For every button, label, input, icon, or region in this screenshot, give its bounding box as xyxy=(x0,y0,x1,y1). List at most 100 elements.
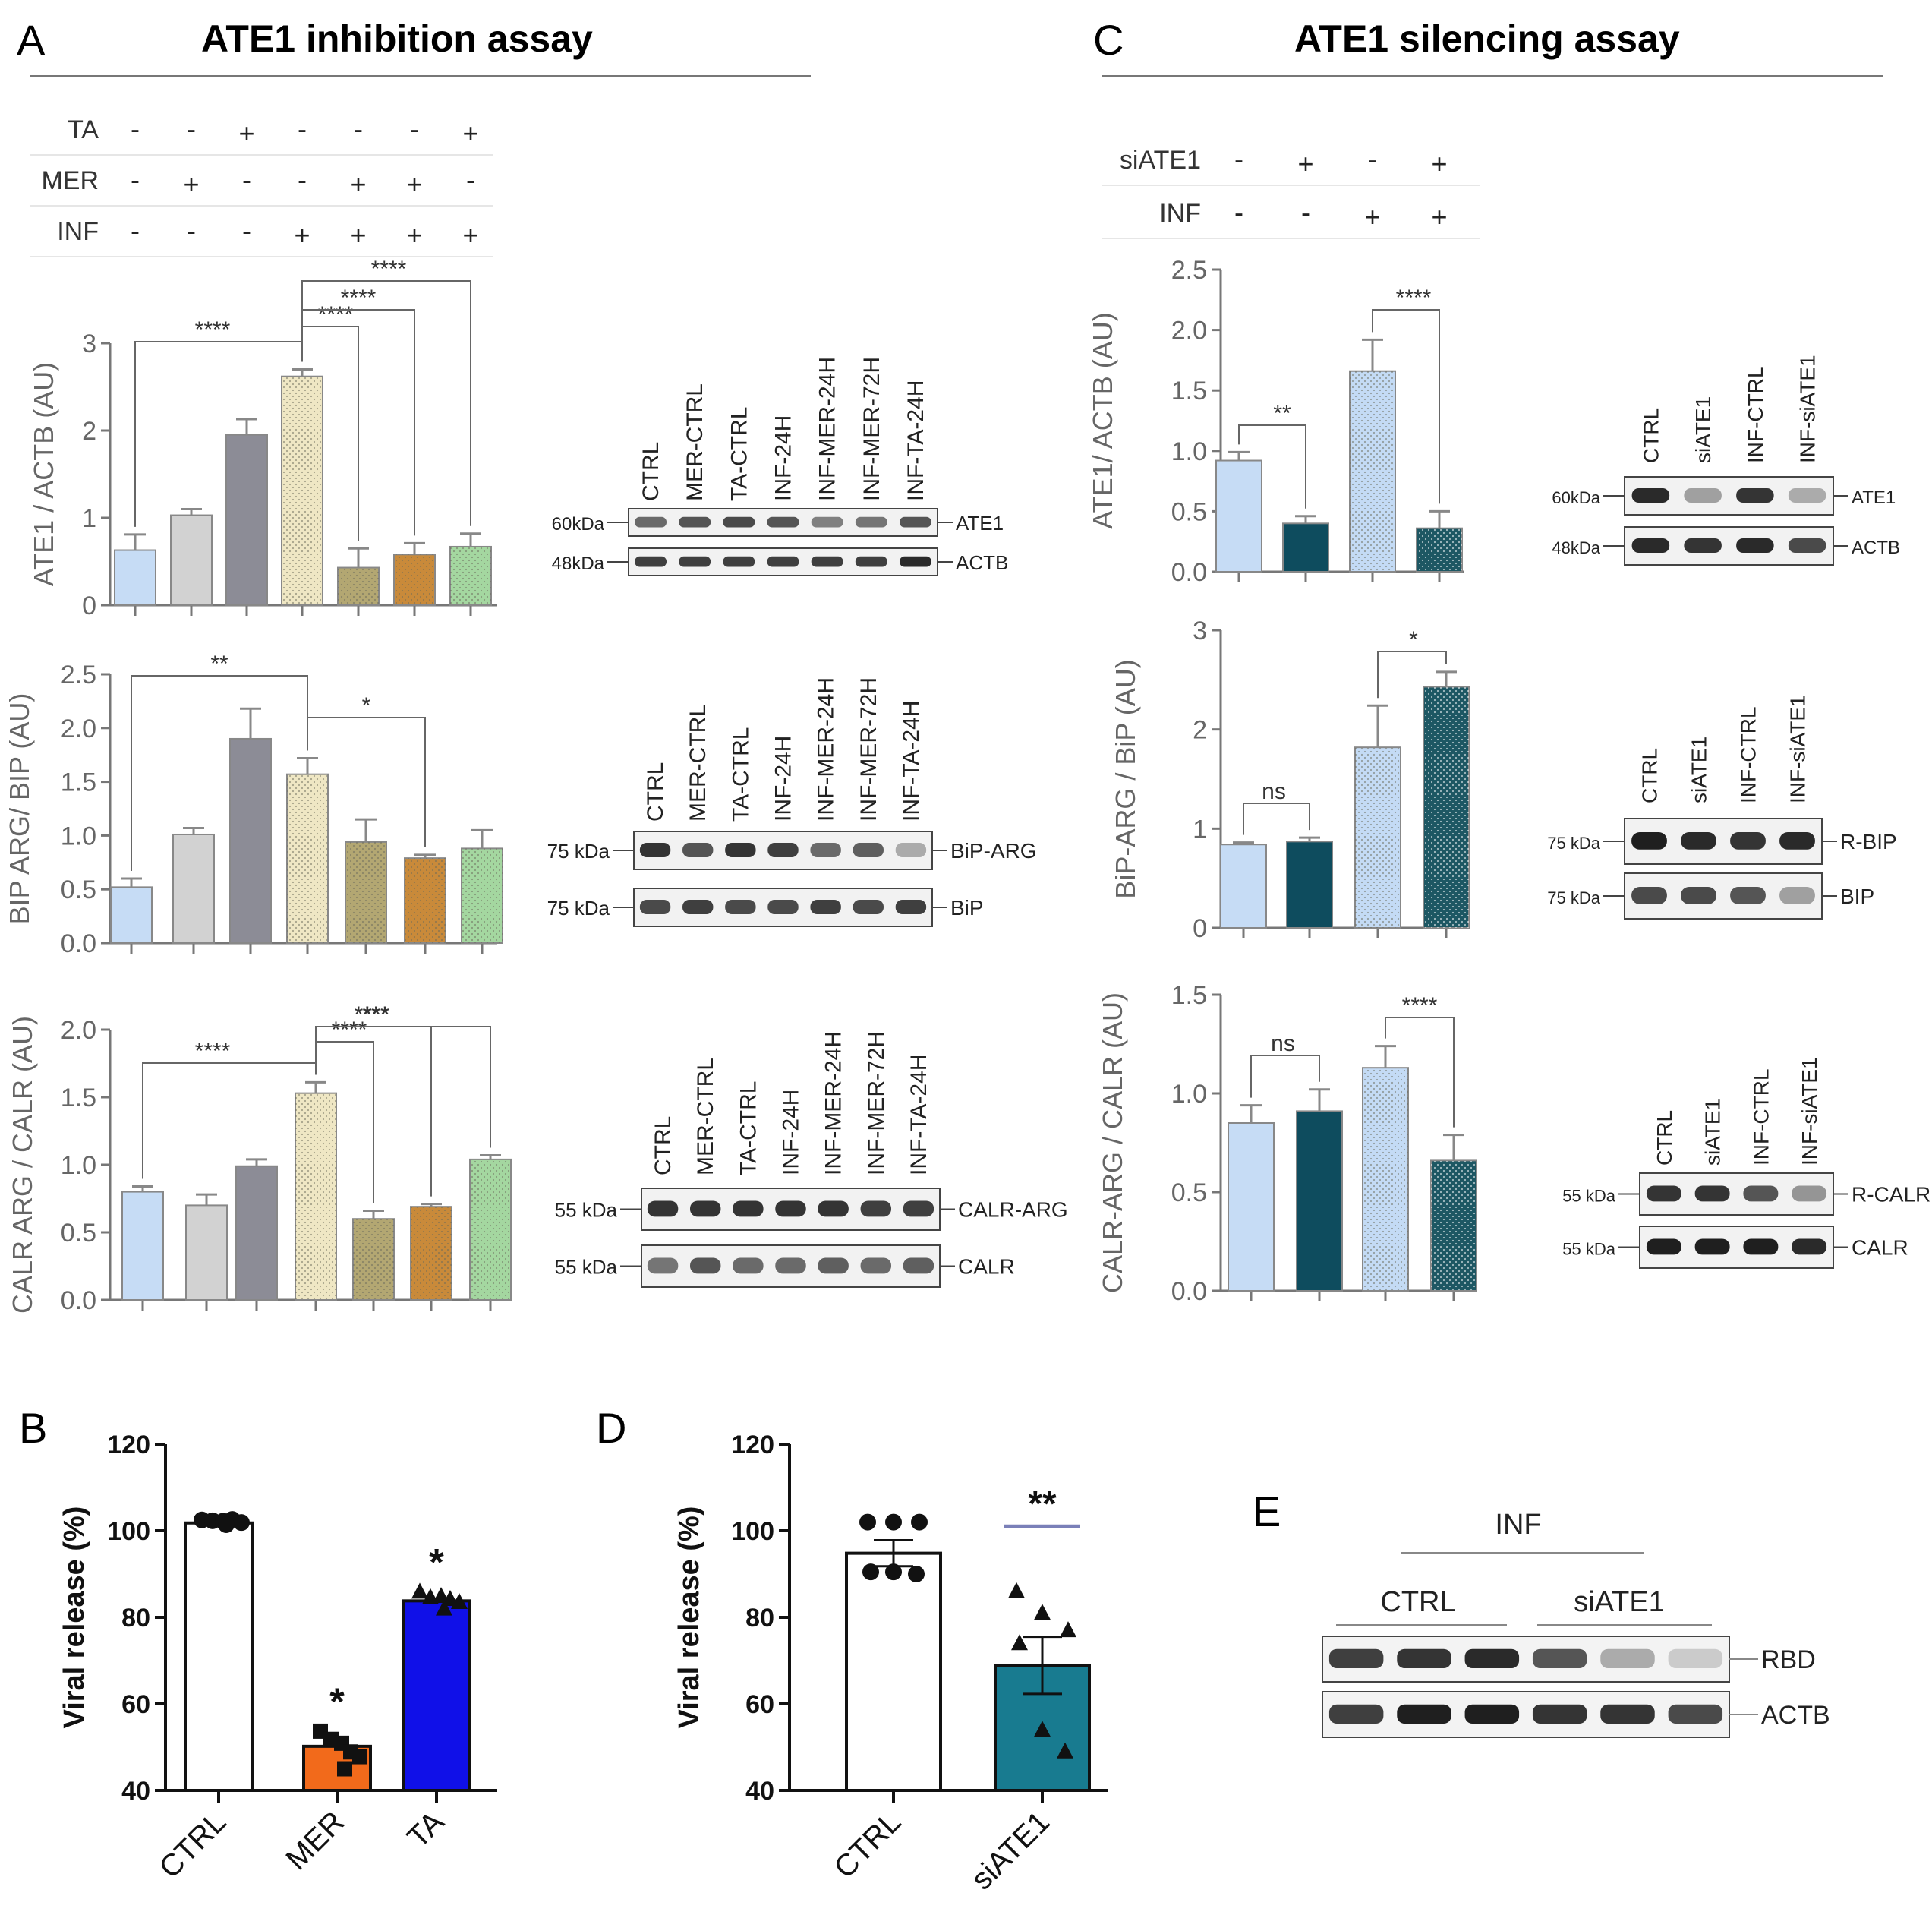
y-tick-label: 2 xyxy=(1193,716,1207,745)
y-tick-label: 2.0 xyxy=(61,1016,96,1045)
treatment-sign: - xyxy=(131,113,140,144)
bar xyxy=(402,1599,471,1793)
y-tick-label: 80 xyxy=(745,1604,774,1633)
y-tick-label: 1 xyxy=(1193,815,1207,844)
bar xyxy=(121,1191,164,1301)
significance-label: * xyxy=(362,693,371,718)
kda-marker: 75 kDa xyxy=(547,840,610,863)
treatment-sign: + xyxy=(294,219,310,251)
lane-label: INF-MER-72H xyxy=(864,1031,889,1175)
blot-a2: CTRL MER-CTRL TA-CTRL INF-24H INF-MER-24H INF… xyxy=(547,677,1037,927)
bar-pattern xyxy=(1350,371,1395,572)
blot-band xyxy=(899,516,931,528)
y-tick-label: 0.0 xyxy=(61,1286,96,1315)
y-tick-label: 0.5 xyxy=(1171,1178,1207,1207)
kda-marker: 55 kDa xyxy=(1562,1240,1615,1259)
protein-label: ATE1 xyxy=(956,512,1004,535)
treatment-sign: - xyxy=(187,113,196,144)
blot-band xyxy=(1681,832,1716,850)
data-point xyxy=(436,1599,452,1616)
blot-band xyxy=(810,900,841,914)
lane-label: INF-TA-24H xyxy=(899,701,924,822)
significance-label: * xyxy=(1409,627,1418,652)
blot-band xyxy=(1600,1648,1655,1668)
y-tick-label: 1.5 xyxy=(1171,377,1207,405)
lane-label: TA-CTRL xyxy=(726,407,752,501)
significance-label: ns xyxy=(1262,779,1286,804)
bar-pattern xyxy=(282,376,323,605)
blot-band xyxy=(818,1200,849,1217)
bar xyxy=(235,1165,278,1301)
y-axis-label: CALR ARG / CALR (AU) xyxy=(7,1016,38,1314)
lane-label: TA-CTRL xyxy=(736,1081,761,1175)
lane-label: siATE1 xyxy=(1688,737,1711,803)
blot-band xyxy=(635,516,667,528)
blot-band xyxy=(1532,1704,1587,1724)
blot-sub-label: CTRL xyxy=(1380,1586,1455,1618)
bar-pattern xyxy=(338,567,379,605)
blot-band xyxy=(1631,887,1667,904)
blot-band xyxy=(682,843,714,857)
blot-sub-label: siATE1 xyxy=(1574,1586,1665,1618)
blot-band xyxy=(723,556,755,567)
significance-bracket xyxy=(301,280,471,526)
blot-band xyxy=(647,1200,679,1217)
bar-pattern xyxy=(450,546,491,605)
significance-label: **** xyxy=(318,302,354,327)
treatment-sign: - xyxy=(242,215,251,246)
y-tick-label: 0 xyxy=(82,591,96,620)
significance-label: **** xyxy=(332,1017,367,1043)
y-tick-label: 2.5 xyxy=(61,661,96,689)
lane-label: INF-CTRL xyxy=(1737,706,1760,803)
blot-band xyxy=(1631,488,1670,503)
lane-label: INF-MER-72H xyxy=(859,357,884,501)
blot-band xyxy=(818,1257,849,1274)
blot-e: INF CTRL siATE1 RBD ACTB xyxy=(1322,1509,1830,1738)
data-point xyxy=(1034,1604,1051,1620)
blot-band xyxy=(1464,1648,1520,1668)
chart-c2: 0 1 2 3 BiP-ARG / BiP (AU) ns * xyxy=(1110,617,1470,943)
blot-band xyxy=(1788,538,1826,553)
blot-band xyxy=(855,516,887,528)
x-tick-label: MER xyxy=(279,1805,351,1876)
data-point xyxy=(352,1749,367,1765)
bar-pattern xyxy=(345,841,386,943)
panel-c-title: ATE1 silencing assay xyxy=(1294,17,1680,60)
y-tick-label: 1.0 xyxy=(61,822,96,850)
blot-band xyxy=(690,1257,721,1274)
blot-band xyxy=(1668,1704,1723,1724)
blot-band xyxy=(1328,1704,1384,1724)
protein-label: ACTB xyxy=(1761,1701,1830,1730)
lane-label: INF-MER-72H xyxy=(856,677,881,822)
significance-star: * xyxy=(329,1680,345,1723)
significance-label: **** xyxy=(1396,285,1432,311)
lane-label: CTRL xyxy=(1638,748,1662,803)
blot-band xyxy=(767,516,799,528)
y-tick-label: 0.5 xyxy=(61,875,96,904)
blot-band xyxy=(725,900,756,914)
lane-label: INF-24H xyxy=(771,736,796,822)
data-point xyxy=(451,1593,468,1610)
treatment-label: INF xyxy=(57,217,99,246)
blot-band xyxy=(853,843,884,857)
blot-band xyxy=(895,900,927,914)
bar xyxy=(172,833,215,945)
significance-label: **** xyxy=(355,1002,390,1027)
y-tick-label: 0 xyxy=(1193,914,1207,943)
blot-band xyxy=(639,900,671,914)
protein-label: CALR-ARG xyxy=(958,1198,1068,1222)
lane-label: CTRL xyxy=(651,1116,676,1175)
significance-bracket xyxy=(142,1062,317,1179)
y-tick-label: 2.0 xyxy=(61,715,96,743)
blot-band xyxy=(682,900,714,914)
x-tick-label: TA xyxy=(401,1805,450,1854)
kda-marker: 48kDa xyxy=(552,554,605,574)
lane-label: MER-CTRL xyxy=(693,1058,718,1175)
kda-marker: 75 kDa xyxy=(547,897,610,920)
data-point xyxy=(1008,1582,1025,1598)
bar xyxy=(114,549,156,606)
lane-label: INF-MER-24H xyxy=(815,357,840,501)
significance-label: *** xyxy=(362,1002,389,1027)
lane-label: CTRL xyxy=(643,762,668,822)
